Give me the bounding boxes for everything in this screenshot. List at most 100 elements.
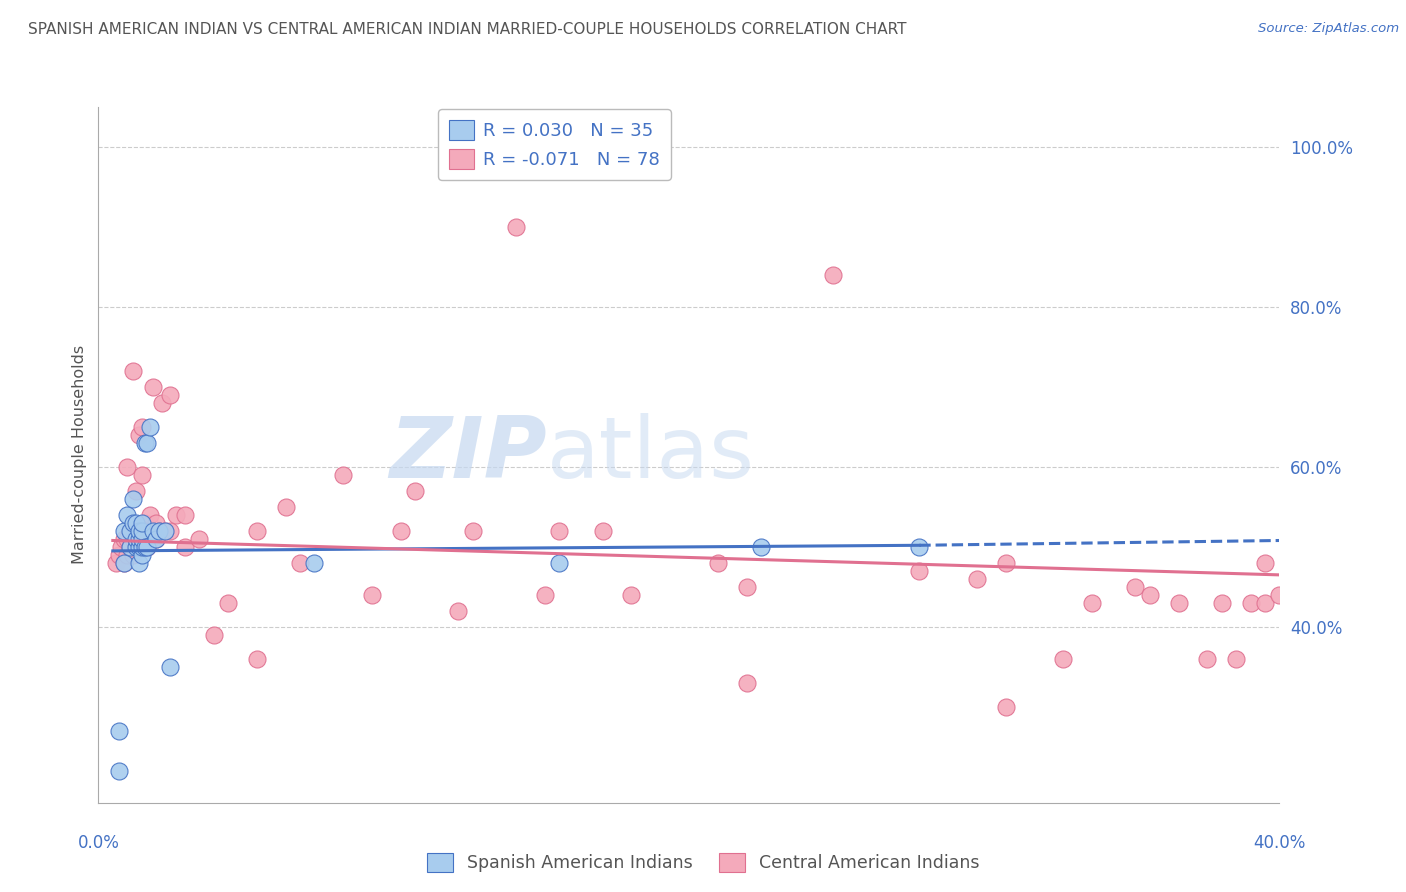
Point (125, 516, 148, 530)
Point (548, 524, 571, 538)
Point (361, 588, 384, 602)
Point (131, 548, 153, 562)
Point (134, 516, 156, 530)
Point (404, 483, 426, 498)
Point (173, 508, 195, 522)
Point (112, 524, 135, 538)
Point (461, 524, 484, 538)
Point (142, 380, 165, 394)
Point (115, 508, 138, 522)
Point (125, 483, 148, 498)
Point (139, 420, 162, 434)
Point (202, 628, 225, 642)
Point (148, 524, 170, 538)
Point (304, 556, 326, 570)
Point (115, 548, 138, 562)
Point (112, 532, 135, 546)
Point (1167, 596, 1189, 610)
Point (134, 540, 156, 554)
Point (1211, 596, 1233, 610)
Point (131, 540, 153, 554)
Point (128, 524, 150, 538)
Point (994, 699, 1017, 714)
Point (136, 436, 159, 450)
Point (120, 524, 142, 538)
Point (122, 548, 145, 562)
Point (128, 524, 150, 538)
Point (128, 428, 150, 442)
Point (173, 540, 195, 554)
Legend: Spanish American Indians, Central American Indians: Spanish American Indians, Central Americ… (420, 846, 986, 879)
Point (120, 540, 142, 554)
Point (1240, 596, 1263, 610)
Point (125, 540, 148, 554)
Point (145, 516, 167, 530)
Point (122, 364, 145, 378)
Point (107, 548, 129, 562)
Point (153, 524, 176, 538)
Point (994, 556, 1017, 570)
Point (749, 540, 772, 554)
Text: 40.0%: 40.0% (1253, 834, 1306, 852)
Point (1052, 652, 1074, 666)
Point (389, 524, 412, 538)
Point (217, 596, 239, 610)
Point (136, 540, 159, 554)
Point (1139, 588, 1161, 602)
Point (534, 588, 557, 602)
Point (128, 540, 150, 554)
Point (122, 532, 145, 546)
Point (159, 524, 181, 538)
Point (107, 723, 129, 738)
Legend: R = 0.030   N = 35, R = -0.071   N = 78: R = 0.030 N = 35, R = -0.071 N = 78 (439, 109, 671, 179)
Point (159, 388, 181, 402)
Point (131, 540, 153, 554)
Text: ZIP: ZIP (389, 413, 547, 497)
Point (548, 556, 571, 570)
Point (139, 508, 162, 522)
Point (706, 556, 728, 570)
Point (1125, 580, 1147, 594)
Point (145, 532, 167, 546)
Point (447, 604, 470, 618)
Point (128, 540, 150, 554)
Point (122, 516, 145, 530)
Point (112, 556, 135, 570)
Point (620, 588, 643, 602)
Point (131, 524, 153, 538)
Point (1225, 652, 1247, 666)
Point (332, 467, 354, 482)
Point (505, 219, 527, 234)
Point (188, 532, 211, 546)
Point (153, 524, 176, 538)
Point (134, 436, 156, 450)
Point (145, 532, 167, 546)
Text: Source: ZipAtlas.com: Source: ZipAtlas.com (1258, 22, 1399, 36)
Point (735, 676, 758, 690)
Point (148, 524, 170, 538)
Point (120, 540, 142, 554)
Point (131, 524, 153, 538)
Point (159, 660, 181, 674)
Point (131, 516, 153, 530)
Point (125, 532, 148, 546)
Text: 0.0%: 0.0% (77, 834, 120, 852)
Point (136, 524, 159, 538)
Point (128, 556, 150, 570)
Point (246, 652, 269, 666)
Point (107, 764, 129, 778)
Point (115, 532, 138, 546)
Text: SPANISH AMERICAN INDIAN VS CENTRAL AMERICAN INDIAN MARRIED-COUPLE HOUSEHOLDS COR: SPANISH AMERICAN INDIAN VS CENTRAL AMERI… (28, 22, 907, 37)
Point (110, 540, 132, 554)
Point (1254, 556, 1277, 570)
Point (125, 540, 148, 554)
Point (120, 524, 142, 538)
Point (288, 556, 311, 570)
Point (1268, 588, 1291, 602)
Text: atlas: atlas (547, 413, 755, 497)
Point (131, 467, 153, 482)
Point (112, 556, 135, 570)
Point (134, 540, 156, 554)
Point (136, 540, 159, 554)
Point (131, 420, 153, 434)
